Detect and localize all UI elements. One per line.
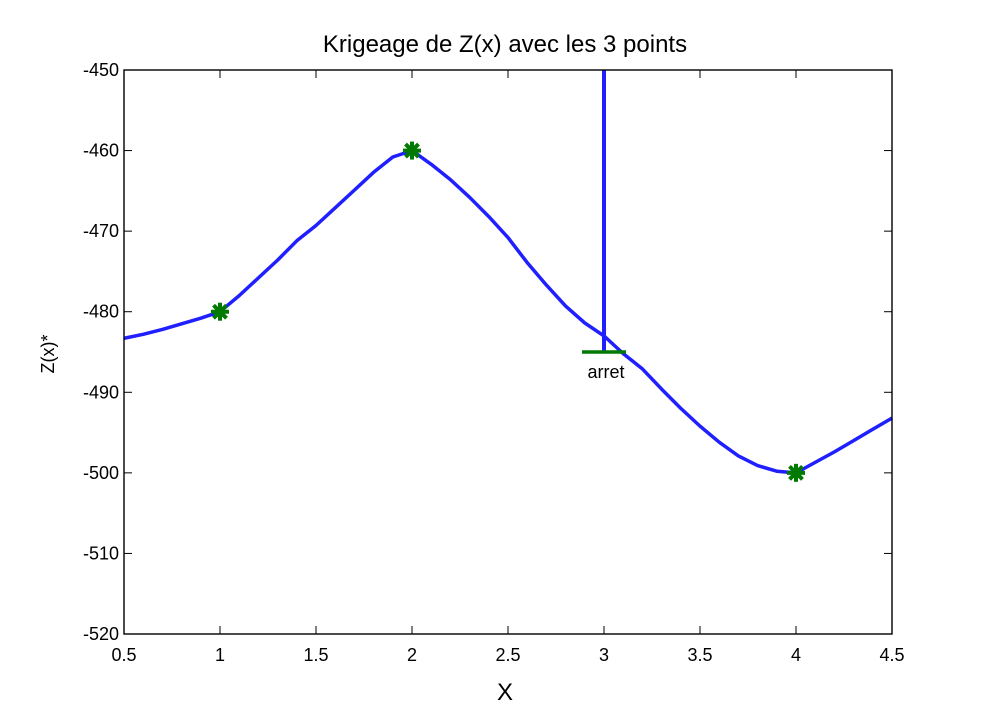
observed-point-marker — [211, 302, 229, 321]
x-tick-label: 2 — [407, 645, 417, 665]
y-tick-label: -450 — [83, 60, 119, 80]
axis-ticks: 0.5 1 1.5 2 2.5 3 3.5 4 4.5 -520 -510 -500 -490 -480 -… — [83, 60, 905, 665]
y-tick-label: -500 — [83, 463, 119, 483]
star-stroke — [404, 142, 420, 159]
x-tick-label: 3.5 — [687, 645, 712, 665]
y-tick-label: -460 — [83, 141, 119, 161]
y-tick-label: -510 — [83, 543, 119, 563]
star-stroke — [212, 303, 228, 320]
arret-label: arret — [587, 362, 624, 382]
y-tick-label: -470 — [83, 221, 119, 241]
observed-point-marker — [403, 141, 421, 160]
chart-title: Krigeage de Z(x) avec les 3 points — [323, 31, 687, 58]
axes-frame — [123, 69, 893, 635]
star-stroke — [788, 464, 804, 481]
x-tick-label: 4 — [791, 645, 801, 665]
y-tick-label: -490 — [83, 382, 119, 402]
y-tick-label: -520 — [83, 624, 119, 644]
y-axis-label: Z(x)* — [38, 335, 58, 374]
y-tick-label: -480 — [83, 302, 119, 322]
plot-area: arret — [123, 70, 893, 482]
x-tick-label: 2.5 — [495, 645, 520, 665]
x-tick-label: 3 — [599, 645, 609, 665]
observed-point-marker — [787, 463, 805, 482]
x-tick-label: 1.5 — [303, 645, 328, 665]
x-tick-label: 1 — [215, 645, 225, 665]
kriging-curve-line — [123, 148, 893, 475]
x-tick-label: 0.5 — [111, 645, 136, 665]
x-tick-label: 4.5 — [879, 645, 904, 665]
x-axis-label: X — [497, 679, 513, 706]
